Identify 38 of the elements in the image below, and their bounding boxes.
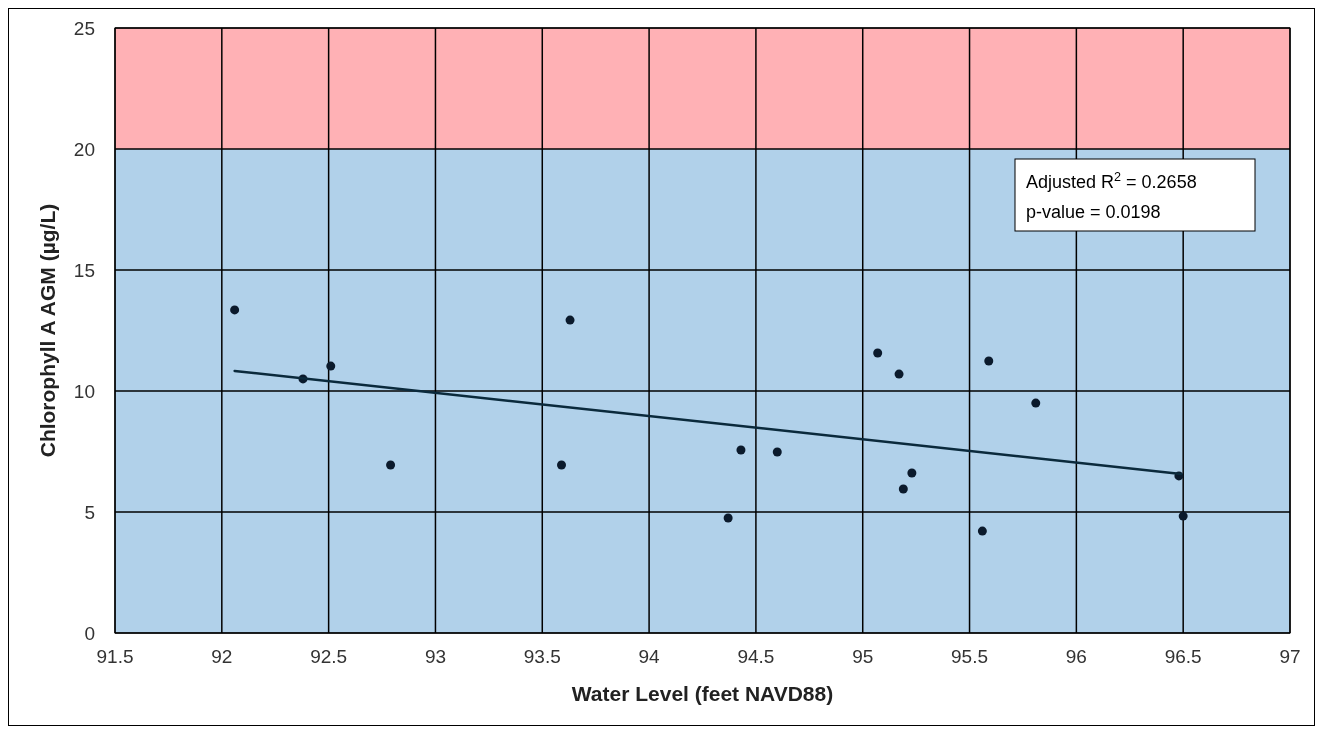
annotation: Adjusted R$^{2}$ = 0.2658	[1026, 170, 1197, 192]
x-tick-label: 92	[211, 646, 233, 667]
y-tick-label: 5	[84, 502, 95, 523]
point	[557, 460, 566, 470]
annotation: p-value = 0.0198	[1026, 202, 1161, 222]
x-tick-label: 95.5	[951, 646, 989, 667]
x-tick-label: 97	[1279, 646, 1301, 667]
point	[977, 526, 987, 536]
point	[723, 513, 733, 523]
point	[736, 445, 746, 455]
y-tick-label: 15	[73, 260, 95, 281]
x-tick-label: 96.5	[1164, 646, 1202, 667]
point	[1178, 511, 1188, 521]
point	[326, 361, 336, 371]
y-tick-label: 25	[73, 18, 95, 39]
point	[1031, 398, 1041, 408]
point	[898, 484, 908, 494]
x-tick-label: 92.5	[310, 646, 348, 667]
y-tick-label: 20	[73, 139, 95, 160]
x-tick-label: 96	[1065, 646, 1087, 667]
x-tick-label: 95	[852, 646, 874, 667]
x-tick-label: 91.5	[96, 646, 134, 667]
x-axis-title: Water Level (feet NAVD88)	[571, 682, 834, 705]
point	[386, 460, 396, 470]
point	[894, 369, 904, 379]
point	[907, 468, 917, 478]
y-axis-title: Chlorophyll A AGM (µg/L)	[36, 203, 59, 458]
point	[873, 348, 883, 358]
y-tick-label: 0	[84, 623, 95, 644]
x-tick-label: 94	[638, 646, 661, 667]
point	[230, 305, 240, 315]
point	[772, 447, 782, 457]
point	[565, 315, 575, 325]
x-tick-label: 93.5	[523, 646, 561, 667]
point	[984, 356, 994, 366]
x-tick-label: 94.5	[737, 646, 775, 667]
y-tick-label: 10	[73, 381, 95, 402]
x-tick-label: 93	[424, 646, 447, 667]
